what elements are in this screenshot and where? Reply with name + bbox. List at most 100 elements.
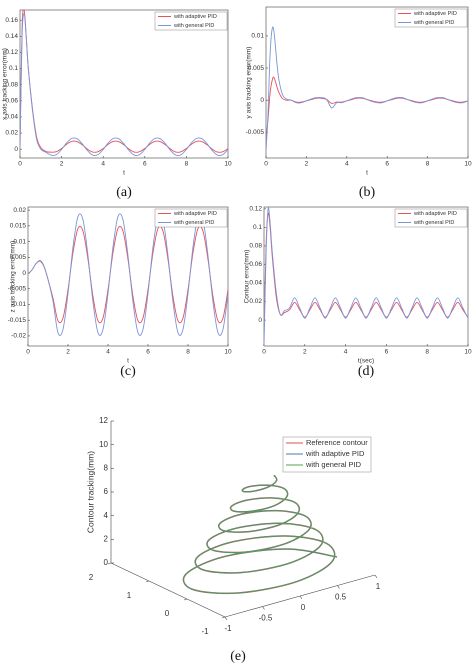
x-tick-label: -1 bbox=[224, 624, 232, 633]
x-tick-label: 4 bbox=[106, 349, 110, 356]
legend: with adaptive PID with general PID bbox=[394, 8, 468, 28]
y-tick-label: 0.06 bbox=[249, 261, 262, 268]
x-tick-label: 2 bbox=[303, 349, 307, 356]
x-tick-label: -0.5 bbox=[259, 614, 273, 623]
x-tick-label: 0 bbox=[18, 161, 22, 168]
series-line bbox=[28, 225, 228, 324]
y-tick-label: -0.005 bbox=[246, 129, 265, 136]
legend-label: with adaptive PID bbox=[413, 11, 457, 17]
x-tick-label: 2 bbox=[305, 161, 309, 168]
z-axis-label: Contour tracking(mm) bbox=[85, 451, 95, 533]
y-tick-label: 0.005 bbox=[10, 254, 27, 261]
y-tick-label: 2 bbox=[89, 573, 94, 582]
series-line bbox=[20, 10, 228, 153]
y-axis-label: y axis tracking error(mm) bbox=[246, 47, 253, 119]
z-tick-label: 10 bbox=[99, 440, 108, 449]
series-line bbox=[182, 474, 338, 594]
y-tick-label: 0.04 bbox=[5, 114, 18, 121]
y-tick-label: -0.005 bbox=[8, 285, 27, 292]
legend-label: with adaptive PID bbox=[305, 449, 365, 458]
x-tick-label: 8 bbox=[185, 161, 189, 168]
legend: Reference contour with adaptive PID with g… bbox=[282, 436, 372, 473]
y-tick-label: 0.12 bbox=[249, 206, 262, 213]
legend-label: with adaptive PID bbox=[173, 14, 217, 20]
caption: (c) bbox=[120, 364, 136, 379]
y-tick-label: 0.015 bbox=[10, 223, 27, 230]
legend-label: with general PID bbox=[413, 220, 454, 226]
y-axis bbox=[110, 562, 226, 618]
y-tick-label: 0.14 bbox=[5, 33, 18, 40]
x-tick bbox=[224, 616, 228, 621]
x-tick-label: 6 bbox=[146, 349, 150, 356]
y-tick-label: -0.01 bbox=[11, 301, 26, 308]
x-tick bbox=[337, 585, 340, 589]
legend: with adaptive PID with general PID bbox=[394, 208, 468, 228]
x-tick-label: 2 bbox=[66, 349, 70, 356]
legend-label: with general PID bbox=[413, 20, 454, 26]
series-line bbox=[28, 213, 228, 336]
legend-label: with general PID bbox=[173, 220, 214, 226]
y-tick-label: 1 bbox=[127, 591, 132, 600]
x-tick-label: 1 bbox=[376, 582, 381, 591]
y-tick-label: 0.005 bbox=[248, 65, 265, 72]
y-tick-label: 0.02 bbox=[249, 298, 262, 305]
x-axis-label: t bbox=[366, 170, 368, 177]
y-tick-label: 0.06 bbox=[5, 97, 18, 104]
series-line bbox=[266, 76, 468, 139]
y-tick-label: 0.08 bbox=[5, 81, 18, 88]
series-line bbox=[182, 474, 338, 595]
y-tick-label: 0.12 bbox=[5, 49, 18, 56]
legend: with adaptive PID with general PID bbox=[154, 11, 228, 31]
y-tick-label: 0.1 bbox=[253, 224, 262, 231]
x-tick-label: 4 bbox=[345, 161, 349, 168]
z-tick-label: 6 bbox=[104, 487, 109, 496]
y-tick-label: 0.08 bbox=[249, 243, 262, 250]
x-tick-label: 10 bbox=[464, 161, 472, 168]
y-tick-label: 0 bbox=[165, 609, 170, 618]
series-line bbox=[183, 475, 338, 594]
x-tick-label: 0.5 bbox=[335, 593, 347, 602]
legend-box bbox=[394, 208, 468, 228]
y-tick-label: 0.02 bbox=[13, 207, 26, 214]
y-axis-label: z axis tracking error(mm) bbox=[10, 241, 17, 313]
y-tick-label: 0.01 bbox=[251, 33, 264, 40]
x-tick-label: 10 bbox=[464, 349, 472, 356]
y-tick-label: 0 bbox=[260, 97, 264, 104]
y-axis-label: Contour error(mm) bbox=[244, 250, 251, 304]
x-tick-label: 2 bbox=[60, 161, 64, 168]
legend-box bbox=[394, 8, 468, 28]
x-tick-label: 0 bbox=[26, 349, 30, 356]
x-axis-label: t bbox=[123, 170, 125, 177]
y-tick-label: 0.01 bbox=[13, 238, 26, 245]
plot-area bbox=[263, 206, 469, 347]
x-tick-label: 4 bbox=[101, 161, 105, 168]
y-tick-label: 0.16 bbox=[5, 17, 18, 24]
y-tick bbox=[107, 562, 112, 565]
x-tick-label: 6 bbox=[385, 161, 389, 168]
z-tick-label: 2 bbox=[104, 534, 109, 543]
caption: (d) bbox=[358, 364, 375, 379]
x-axis-label: t(sec) bbox=[358, 358, 374, 365]
caption: (b) bbox=[359, 185, 376, 200]
caption: (e) bbox=[230, 649, 246, 664]
x-tick-label: 6 bbox=[143, 161, 147, 168]
x-tick-label: 8 bbox=[425, 349, 429, 356]
x-tick-label: 6 bbox=[385, 349, 389, 356]
y-axis-label: x axis tracking error(mm) bbox=[2, 48, 9, 120]
legend-label: with general PID bbox=[305, 460, 362, 469]
z-tick-label: 0 bbox=[104, 558, 109, 567]
z-tick-label: 12 bbox=[99, 416, 108, 425]
z-tick-label: 8 bbox=[104, 463, 109, 472]
x-axis-label: t bbox=[127, 358, 129, 365]
x-tick bbox=[299, 595, 303, 600]
x-tick-label: 8 bbox=[186, 349, 190, 356]
plot-area bbox=[265, 6, 469, 159]
legend-box bbox=[154, 11, 228, 31]
x-tick-label: 4 bbox=[344, 349, 348, 356]
y-tick-label: 0.1 bbox=[9, 65, 18, 72]
y-tick-label: 0 bbox=[14, 146, 18, 153]
y-tick-label: 0 bbox=[258, 317, 262, 324]
x-tick bbox=[374, 574, 378, 579]
x-tick-label: 0 bbox=[301, 603, 306, 612]
